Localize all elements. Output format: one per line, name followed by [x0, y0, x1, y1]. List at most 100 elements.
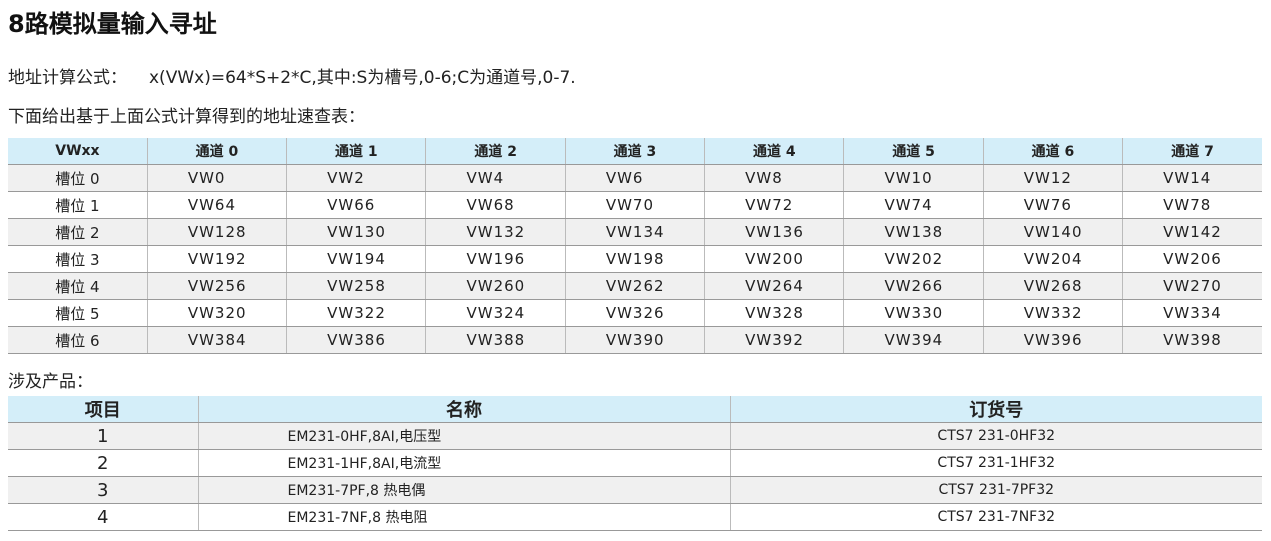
column-header: 通道 2	[425, 138, 566, 165]
formula-line: 地址计算公式： x(VWx)=64*S+2*C,其中:S为槽号,0-6;C为通道号…	[8, 63, 576, 88]
slot-label: 槽位 6	[8, 326, 148, 354]
order-number: CTS7 231-7NF32	[730, 503, 1262, 531]
column-header: 通道 7	[1122, 138, 1262, 165]
address-cell: VW134	[565, 218, 706, 246]
table-row: 槽位 3 VW192 VW194 VW196 VW198 VW200 VW202 VW204 V…	[8, 245, 1262, 273]
address-cell: VW262	[565, 272, 706, 300]
address-cell: VW200	[704, 245, 845, 273]
slot-label: 槽位 4	[8, 272, 148, 300]
address-table: VWxx 通道 0 通道 1 通道 2 通道 3 通道 4 通道 5 通道 6 通道 7 槽位 …	[8, 138, 1262, 354]
product-name: EM231-1HF,8AI,电流型	[198, 449, 731, 477]
address-cell: VW206	[1122, 245, 1262, 273]
table-intro: 下面给出基于上面公式计算得到的地址速查表：	[8, 107, 365, 127]
product-name: EM231-0HF,8AI,电压型	[198, 422, 731, 450]
address-cell: VW320	[147, 299, 288, 327]
address-cell: VW390	[565, 326, 706, 354]
address-cell: VW328	[704, 299, 845, 327]
address-cell: VW332	[983, 299, 1124, 327]
products-table-header: 项目 名称 订货号	[8, 396, 1262, 423]
address-cell: VW70	[565, 191, 706, 219]
address-cell: VW266	[843, 272, 984, 300]
address-cell: VW140	[983, 218, 1124, 246]
address-cell: VW2	[286, 164, 427, 192]
address-table-header: VWxx 通道 0 通道 1 通道 2 通道 3 通道 4 通道 5 通道 6 通道 7	[8, 138, 1262, 165]
address-cell: VW14	[1122, 164, 1262, 192]
address-cell: VW324	[425, 299, 566, 327]
address-cell: VW136	[704, 218, 845, 246]
address-cell: VW198	[565, 245, 706, 273]
table-row: 槽位 0 VW0 VW2 VW4 VW6 VW8 VW10 VW12 VW14	[8, 164, 1262, 192]
table-row: 槽位 5 VW320 VW322 VW324 VW326 VW328 VW330 VW332 V…	[8, 299, 1262, 327]
address-cell: VW204	[983, 245, 1124, 273]
column-header: VWxx	[8, 138, 148, 165]
address-cell: VW260	[425, 272, 566, 300]
page-title: 8路模拟量输入寻址	[8, 10, 217, 38]
address-cell: VW6	[565, 164, 706, 192]
address-cell: VW76	[983, 191, 1124, 219]
address-cell: VW334	[1122, 299, 1262, 327]
address-cell: VW66	[286, 191, 427, 219]
address-cell: VW202	[843, 245, 984, 273]
item-number: 4	[8, 503, 199, 531]
order-number: CTS7 231-1HF32	[730, 449, 1262, 477]
column-header: 通道 6	[983, 138, 1124, 165]
address-cell: VW64	[147, 191, 288, 219]
table-row: 槽位 4 VW256 VW258 VW260 VW262 VW264 VW266 VW268 V…	[8, 272, 1262, 300]
table-row: 4 EM231-7NF,8 热电阻 CTS7 231-7NF32	[8, 503, 1262, 531]
address-cell: VW270	[1122, 272, 1262, 300]
address-cell: VW388	[425, 326, 566, 354]
address-cell: VW10	[843, 164, 984, 192]
address-cell: VW74	[843, 191, 984, 219]
table-row: 槽位 2 VW128 VW130 VW132 VW134 VW136 VW138 VW140 V…	[8, 218, 1262, 246]
slot-label: 槽位 0	[8, 164, 148, 192]
address-cell: VW386	[286, 326, 427, 354]
address-cell: VW4	[425, 164, 566, 192]
column-header: 通道 3	[565, 138, 706, 165]
address-cell: VW128	[147, 218, 288, 246]
table-row: 2 EM231-1HF,8AI,电流型 CTS7 231-1HF32	[8, 449, 1262, 477]
column-header: 通道 1	[286, 138, 427, 165]
address-cell: VW12	[983, 164, 1124, 192]
address-cell: VW68	[425, 191, 566, 219]
column-header: 通道 5	[843, 138, 984, 165]
column-header: 订货号	[730, 396, 1262, 423]
address-cell: VW8	[704, 164, 845, 192]
address-cell: VW268	[983, 272, 1124, 300]
column-header: 通道 4	[704, 138, 845, 165]
product-name: EM231-7NF,8 热电阻	[198, 503, 731, 531]
item-number: 1	[8, 422, 199, 450]
column-header: 名称	[198, 396, 731, 423]
address-cell: VW396	[983, 326, 1124, 354]
address-cell: VW258	[286, 272, 427, 300]
address-cell: VW0	[147, 164, 288, 192]
products-label: 涉及产品：	[8, 372, 93, 392]
products-table: 项目 名称 订货号 1 EM231-0HF,8AI,电压型 CTS7 231-0HF32…	[8, 396, 1262, 531]
address-cell: VW398	[1122, 326, 1262, 354]
address-cell: VW78	[1122, 191, 1262, 219]
address-cell: VW330	[843, 299, 984, 327]
address-cell: VW72	[704, 191, 845, 219]
address-cell: VW132	[425, 218, 566, 246]
address-cell: VW138	[843, 218, 984, 246]
slot-label: 槽位 1	[8, 191, 148, 219]
item-number: 3	[8, 476, 199, 504]
column-header: 通道 0	[147, 138, 288, 165]
order-number: CTS7 231-7PF32	[730, 476, 1262, 504]
table-row: 槽位 6 VW384 VW386 VW388 VW390 VW392 VW394 VW396 V…	[8, 326, 1262, 354]
address-cell: VW264	[704, 272, 845, 300]
address-cell: VW256	[147, 272, 288, 300]
address-cell: VW194	[286, 245, 427, 273]
slot-label: 槽位 5	[8, 299, 148, 327]
address-cell: VW326	[565, 299, 706, 327]
table-row: 1 EM231-0HF,8AI,电压型 CTS7 231-0HF32	[8, 422, 1262, 450]
column-header: 项目	[8, 396, 199, 423]
table-row: 3 EM231-7PF,8 热电偶 CTS7 231-7PF32	[8, 476, 1262, 504]
order-number: CTS7 231-0HF32	[730, 422, 1262, 450]
formula-expression: x(VWx)=64*S+2*C,其中:S为槽号,0-6;C为通道号,0-7.	[149, 68, 576, 88]
address-cell: VW384	[147, 326, 288, 354]
address-cell: VW142	[1122, 218, 1262, 246]
address-cell: VW196	[425, 245, 566, 273]
product-name: EM231-7PF,8 热电偶	[198, 476, 731, 504]
address-cell: VW130	[286, 218, 427, 246]
slot-label: 槽位 2	[8, 218, 148, 246]
